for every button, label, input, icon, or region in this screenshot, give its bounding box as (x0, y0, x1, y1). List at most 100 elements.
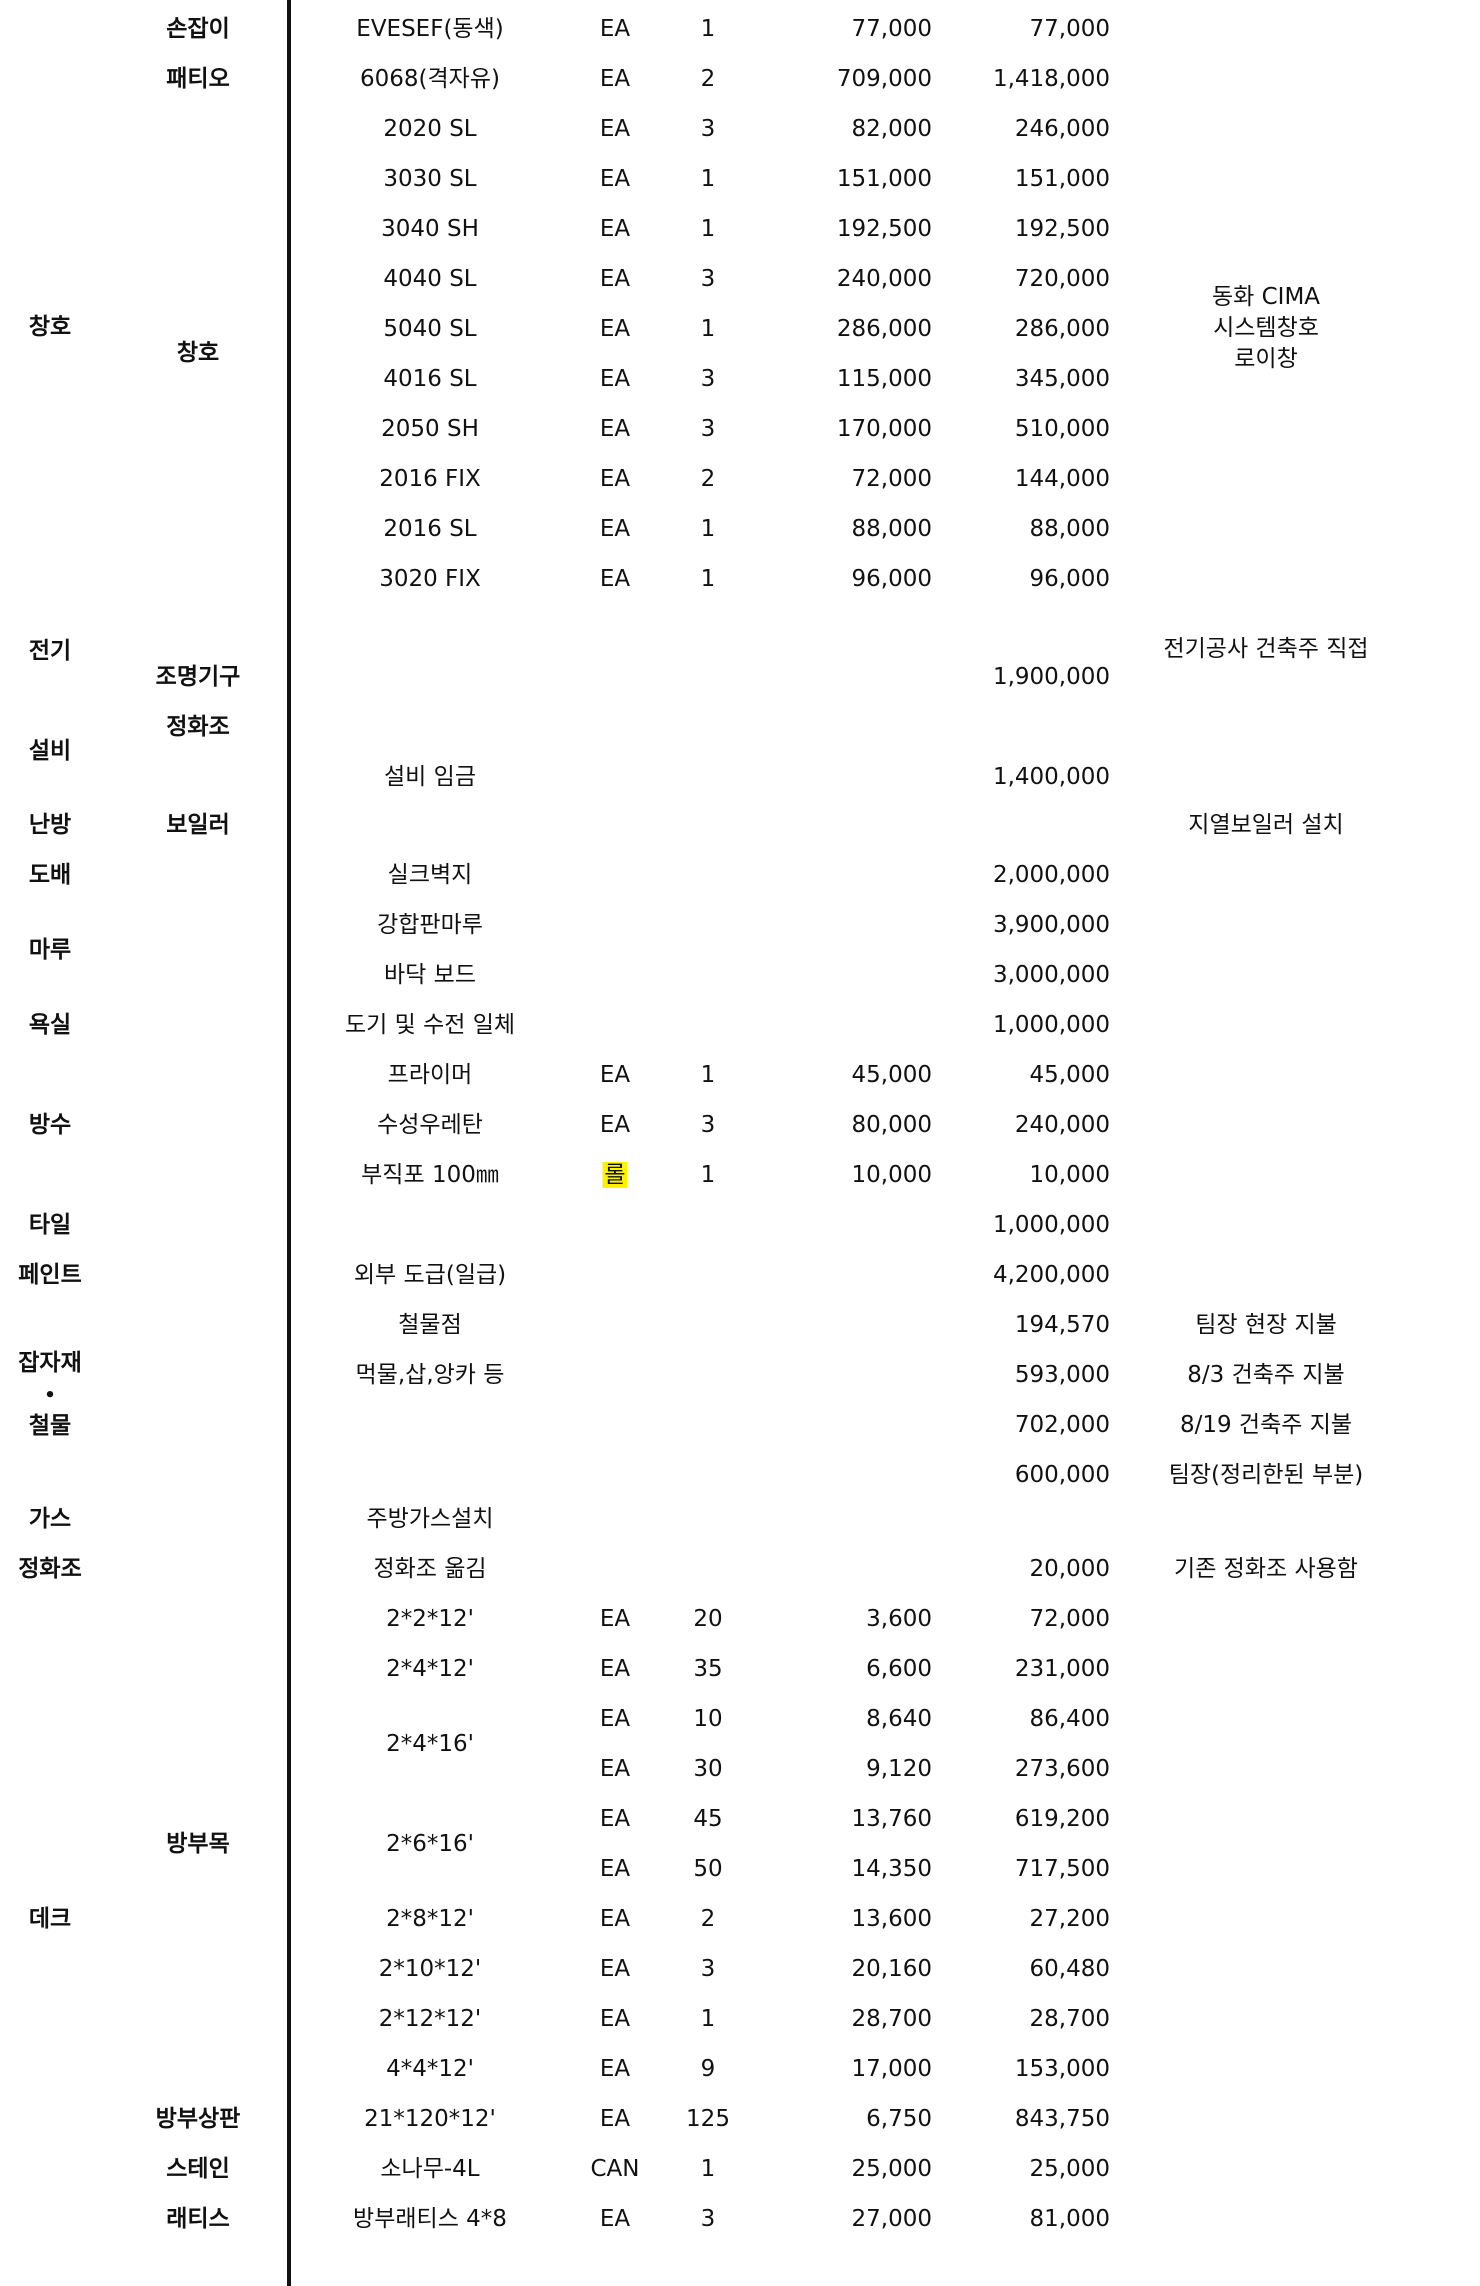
row-qty: 45 (693, 1806, 723, 1832)
row-amount: 45,000 (1029, 1062, 1110, 1088)
row-unit: EA (599, 566, 631, 592)
row-unit: EA (599, 466, 631, 492)
row-item: 2016 FIX (379, 466, 481, 492)
row-qty: 3 (700, 416, 716, 442)
row-amount: 702,000 (1014, 1412, 1110, 1438)
row-qty: 2 (700, 66, 716, 92)
row-price: 27,000 (851, 2206, 932, 2232)
row-unit: EA (599, 2056, 631, 2082)
row-item: 프라이머 (387, 1062, 473, 1088)
row-price: 9,120 (866, 1756, 932, 1782)
category-misc: 잡자재 (18, 1350, 82, 1376)
row-unit: EA (599, 216, 631, 242)
row-qty: 3 (700, 1956, 716, 1982)
row-price: 10,000 (851, 1162, 932, 1188)
category-paint: 페인트 (18, 1262, 82, 1288)
row-qty: 10 (693, 1706, 723, 1732)
row-item: 5040 SL (383, 316, 477, 342)
row-item: 도기 및 수전 일체 (344, 1012, 516, 1038)
subcategory-lighting: 조명기구 (155, 664, 241, 690)
row-qty: 3 (700, 2206, 716, 2232)
row-price: 88,000 (851, 516, 932, 542)
note-window-line3: 로이창 (1234, 346, 1298, 372)
row-amount: 192,500 (1014, 216, 1110, 242)
row-qty: 1 (700, 166, 716, 192)
row-price: 286,000 (836, 316, 932, 342)
subcategory-stain: 스테인 (166, 2156, 230, 2182)
category-misc-dot: • (44, 1385, 56, 1406)
row-price: 3,600 (866, 1606, 932, 1632)
row-amount: 28,700 (1029, 2006, 1110, 2032)
subcategory-septic: 정화조 (166, 714, 230, 740)
row-price: 14,350 (851, 1856, 932, 1882)
row-item: 주방가스설치 (366, 1506, 494, 1532)
row-amount: 720,000 (1014, 266, 1110, 292)
row-amount: 10,000 (1029, 1162, 1110, 1188)
row-price: 96,000 (851, 566, 932, 592)
row-qty: 3 (700, 366, 716, 392)
row-amount: 72,000 (1029, 1606, 1110, 1632)
row-amount: 246,000 (1014, 116, 1110, 142)
subcategory-patio: 패티오 (166, 66, 230, 92)
subcategory-timber: 방부목 (166, 1831, 230, 1857)
row-price: 170,000 (836, 416, 932, 442)
row-unit: EA (599, 1706, 631, 1732)
row-item: 부직포 100㎜ (361, 1162, 499, 1188)
row-amount: 81,000 (1029, 2206, 1110, 2232)
row-price: 115,000 (836, 366, 932, 392)
row-unit: EA (599, 516, 631, 542)
row-price: 72,000 (851, 466, 932, 492)
row-amount: 240,000 (1014, 1112, 1110, 1138)
row-qty: 20 (693, 1606, 723, 1632)
row-qty: 30 (693, 1756, 723, 1782)
row-unit: EA (599, 66, 631, 92)
row-amount: 60,480 (1029, 1956, 1110, 1982)
row-amount: 153,000 (1014, 2056, 1110, 2082)
row-qty: 1 (700, 2156, 716, 2182)
note-hardware-team: 팀장 현장 지불 (1195, 1312, 1337, 1338)
row-amount: 194,570 (1014, 1312, 1110, 1338)
category-floor: 마루 (28, 937, 72, 963)
row-amount: 1,400,000 (992, 764, 1110, 790)
row-amount: 1,000,000 (992, 1012, 1110, 1038)
row-amount: 86,400 (1029, 1706, 1110, 1732)
row-item: 4016 SL (383, 366, 477, 392)
row-item: 소나무-4L (380, 2156, 480, 2182)
row-price: 17,000 (851, 2056, 932, 2082)
row-item: 철물점 (398, 1312, 462, 1338)
category-facility: 설비 (28, 738, 72, 764)
row-amount: 20,000 (1029, 1556, 1110, 1582)
row-qty: 2 (700, 466, 716, 492)
category-waterproof: 방수 (28, 1112, 72, 1138)
row-price: 13,760 (851, 1806, 932, 1832)
row-item: 2*12*12' (378, 2006, 482, 2032)
row-unit: EA (599, 116, 631, 142)
row-amount: 144,000 (1014, 466, 1110, 492)
category-electric: 전기 (28, 638, 72, 664)
note-boiler: 지열보일러 설치 (1188, 812, 1344, 838)
row-qty: 2 (700, 1906, 716, 1932)
row-unit: EA (599, 1956, 631, 1982)
row-item: 2016 SL (383, 516, 477, 542)
row-amount: 4,200,000 (992, 1262, 1110, 1288)
row-item: 4*4*12' (386, 2056, 474, 2082)
row-qty: 1 (700, 16, 716, 42)
item-merged-2x6x16: 2*6*16' (386, 1831, 474, 1857)
highlighted-unit: 롤 (602, 1162, 628, 1188)
category-gas: 가스 (28, 1506, 72, 1532)
note-window-line1: 동화 CIMA (1211, 284, 1321, 310)
row-item: 21*120*12' (364, 2106, 496, 2132)
row-unit: EA (599, 1756, 631, 1782)
row-amount: 2,000,000 (992, 862, 1110, 888)
note-misc-0803: 8/3 건축주 지불 (1187, 1362, 1345, 1388)
row-unit: EA (599, 366, 631, 392)
row-price: 8,640 (866, 1706, 932, 1732)
subcategory-top-board: 방부상판 (155, 2106, 241, 2132)
row-item: 실크벽지 (387, 862, 473, 888)
subcategory-boiler: 보일러 (166, 812, 230, 838)
category-tile: 타일 (28, 1212, 72, 1238)
row-unit: EA (599, 416, 631, 442)
row-price: 151,000 (836, 166, 932, 192)
row-amount: 510,000 (1014, 416, 1110, 442)
